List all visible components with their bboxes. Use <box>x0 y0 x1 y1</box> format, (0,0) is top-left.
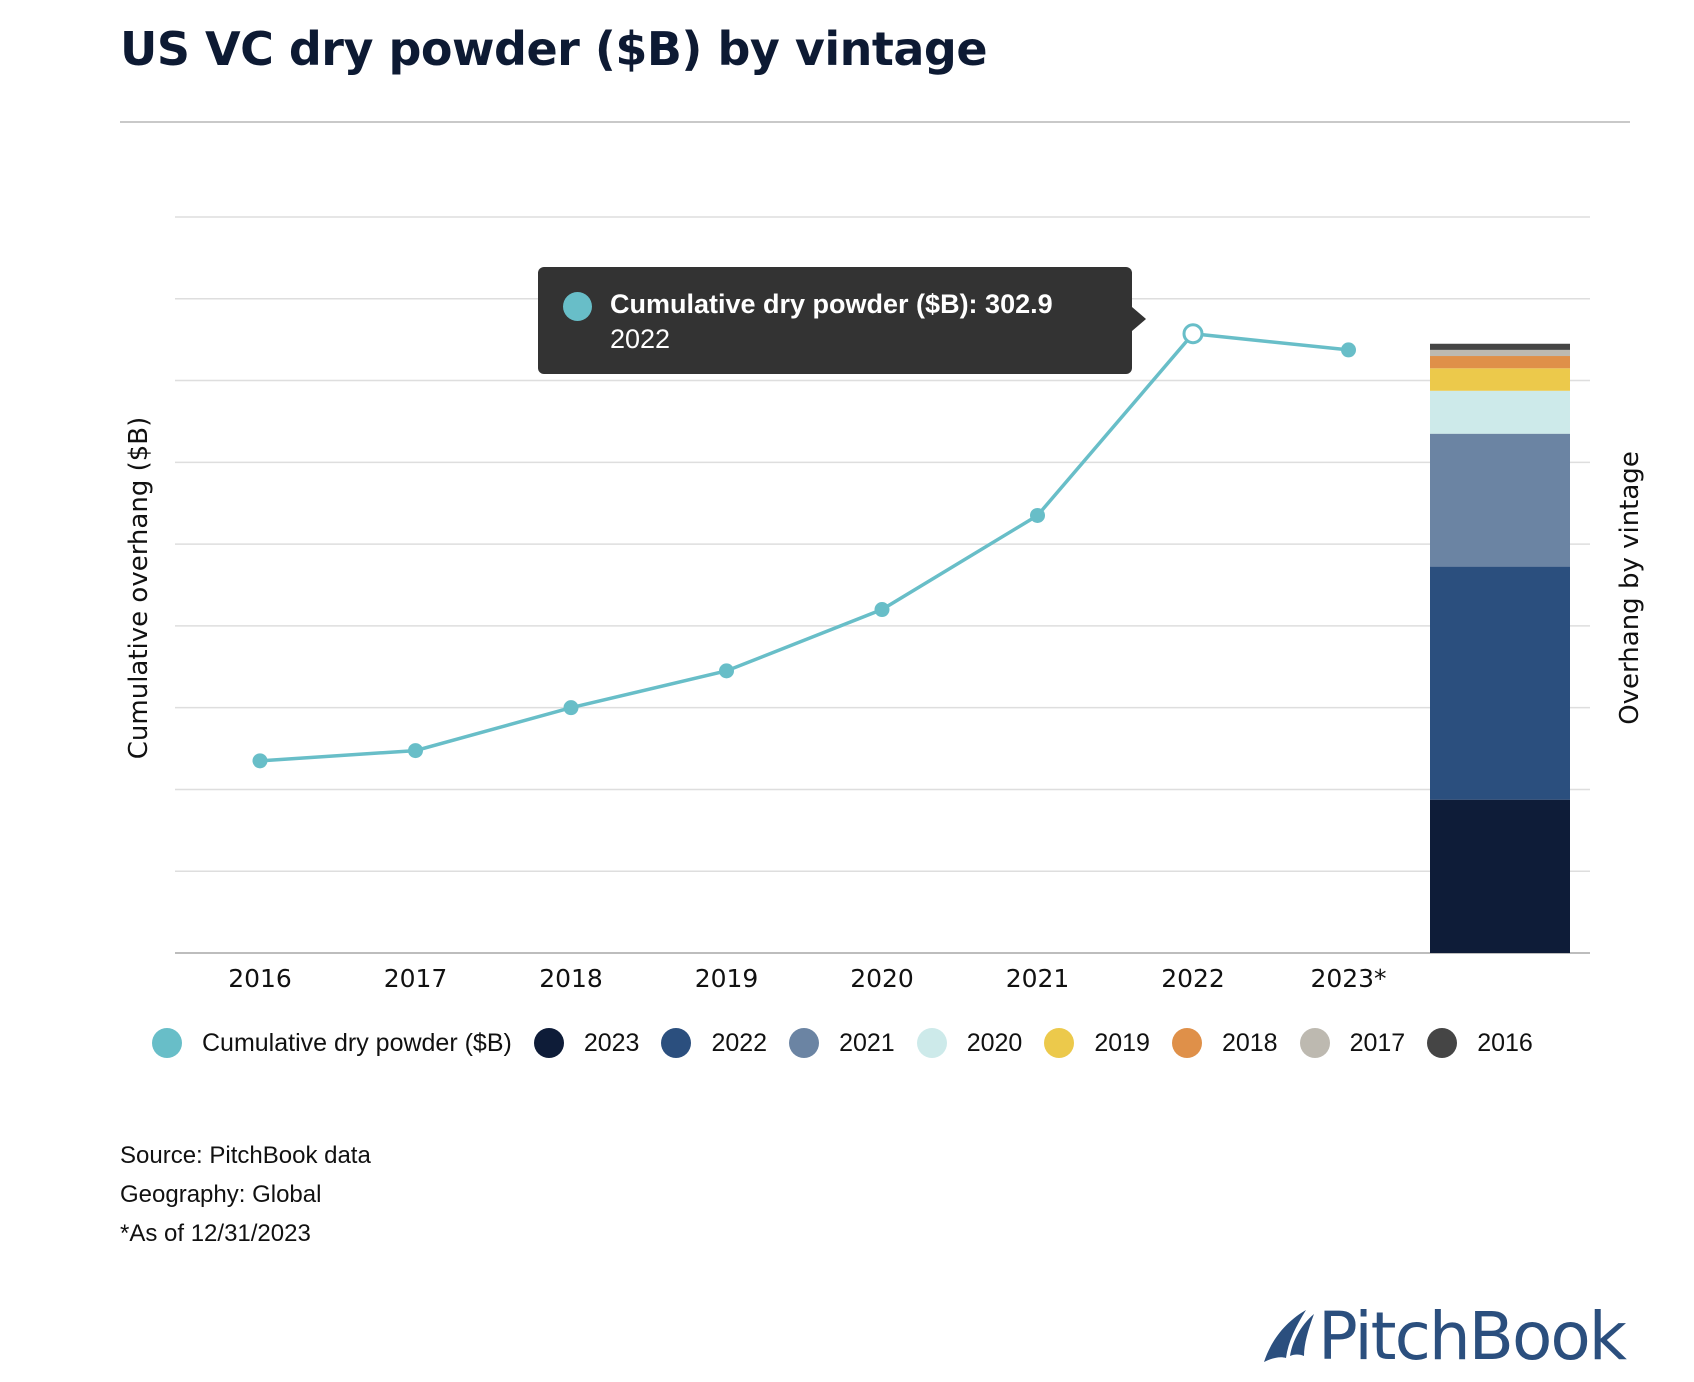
legend-swatch <box>152 1028 182 1058</box>
data-point[interactable] <box>1030 507 1045 523</box>
legend-label: 2022 <box>711 1028 768 1057</box>
legend-label: 2019 <box>1094 1028 1150 1057</box>
legend-swatch <box>1299 1028 1330 1058</box>
source-note: Source: PitchBook data <box>120 1142 371 1169</box>
pitchbook-sail-icon <box>1264 1309 1314 1362</box>
bar-segment-2017 <box>1430 349 1570 357</box>
legend-item[interactable]: 2016 <box>1427 1028 1533 1058</box>
bar-segment-2023 <box>1430 799 1570 953</box>
x-tick-label: 2022 <box>1161 964 1225 993</box>
legend-item[interactable]: 2020 <box>916 1028 1023 1058</box>
legend-swatch <box>1427 1028 1458 1058</box>
chart-notes: Source: PitchBook data Geography: Global… <box>120 1136 371 1253</box>
legend-label: 2016 <box>1477 1028 1533 1057</box>
pitchbook-logo: PitchBook <box>1256 1298 1627 1375</box>
data-point[interactable] <box>874 602 890 618</box>
geography-note: Geography: Global <box>120 1181 322 1208</box>
legend-item[interactable]: 2021 <box>789 1028 895 1058</box>
x-tick-label: 2018 <box>539 964 603 993</box>
x-tick-label: 2020 <box>850 964 914 993</box>
bar-segment-2019 <box>1430 368 1570 391</box>
bar-segment-2018 <box>1430 356 1570 369</box>
legend-label: 2017 <box>1349 1028 1406 1057</box>
line-series <box>252 323 1356 769</box>
x-tick-label: 2016 <box>228 964 292 993</box>
legend-label: 2018 <box>1221 1028 1278 1057</box>
tooltip-value: Cumulative dry powder ($B): 302.9 <box>610 289 1053 319</box>
bar-segment-2021 <box>1430 433 1570 567</box>
tooltip-series-dot <box>563 292 592 321</box>
legend-swatch <box>916 1028 947 1058</box>
legend-label: 2020 <box>966 1028 1023 1057</box>
bar-segment-2022 <box>1430 566 1570 800</box>
data-point[interactable] <box>563 700 579 716</box>
x-tick-label: 2019 <box>695 964 759 993</box>
title-divider <box>120 121 1630 123</box>
legend-label: 2023 <box>583 1028 640 1057</box>
x-tick-label: 2021 <box>1006 964 1070 993</box>
legend-item[interactable]: 2019 <box>1044 1028 1150 1058</box>
legend-swatch <box>1171 1028 1202 1058</box>
data-point-highlighted[interactable] <box>1182 323 1204 345</box>
chart-legend: Cumulative dry powder ($B) 2023 2022 2021 20… <box>152 1028 1555 1058</box>
y-axis-label: Cumulative overhang ($B) <box>124 417 154 760</box>
data-tooltip: Cumulative dry powder ($B): 302.9 2022 <box>538 267 1146 374</box>
legend-item[interactable]: 2017 <box>1299 1028 1406 1058</box>
data-point[interactable] <box>408 743 423 759</box>
chart-title: US VC dry powder ($B) by vintage <box>120 22 988 76</box>
x-tick-label: 2017 <box>384 964 448 993</box>
legend-item[interactable]: 2023 <box>533 1028 640 1058</box>
y2-axis-label: Overhang by vintage <box>1615 451 1645 725</box>
asof-note: *As of 12/31/2023 <box>120 1220 311 1247</box>
chart-area: 2016 2017 2018 2019 2020 2021 2022 2023* Cumula… <box>124 216 1645 993</box>
data-point[interactable] <box>1341 342 1356 358</box>
bar-segment-2020 <box>1430 390 1570 434</box>
legend-swatch <box>1044 1028 1075 1058</box>
gridlines <box>175 216 1590 954</box>
legend-label: Cumulative dry powder ($B) <box>202 1028 512 1057</box>
cumulative-line <box>259 331 1349 763</box>
x-tick-label: 2023* <box>1310 964 1386 993</box>
stacked-bar <box>1430 343 1570 953</box>
logo-wordmark: PitchBook <box>1318 1298 1627 1375</box>
tooltip-category: 2022 <box>610 324 671 354</box>
legend-item[interactable]: 2022 <box>661 1028 767 1058</box>
data-point[interactable] <box>719 663 734 679</box>
data-point[interactable] <box>252 753 268 769</box>
legend-swatch <box>661 1028 692 1058</box>
x-axis-ticks: 2016 2017 2018 2019 2020 2021 2022 2023* <box>228 964 1386 993</box>
legend-swatch <box>789 1028 820 1058</box>
legend-item[interactable]: Cumulative dry powder ($B) <box>152 1028 512 1058</box>
bar-segment-2016 <box>1430 343 1570 350</box>
legend-label: 2021 <box>839 1028 895 1057</box>
legend-swatch <box>533 1028 564 1058</box>
legend-item[interactable]: 2018 <box>1171 1028 1278 1058</box>
